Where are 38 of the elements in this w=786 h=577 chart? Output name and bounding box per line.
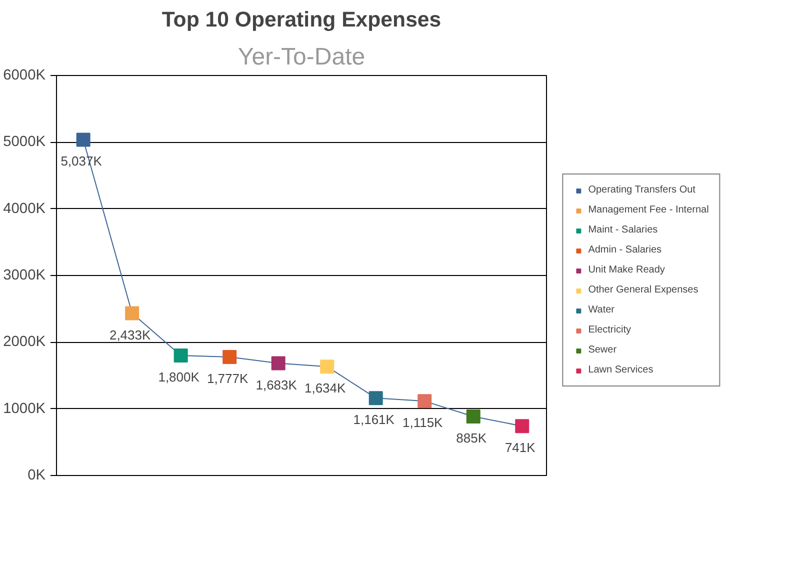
point — [418, 394, 432, 408]
y-tick-label: 6000K — [3, 68, 46, 84]
point — [271, 356, 286, 370]
data-label: 1,683K — [256, 377, 298, 392]
y-tick-label: 5000K — [3, 134, 46, 150]
legend-label: Sewer — [588, 344, 617, 356]
legend-label: Lawn Services — [588, 364, 654, 376]
point — [125, 306, 140, 320]
point — [174, 348, 188, 362]
point — [515, 419, 530, 434]
legend-label: Management Fee - Internal — [588, 204, 709, 216]
y-tick-label: 1000K — [3, 400, 46, 417]
y-tick-label: 0K — [28, 468, 46, 484]
data-label: 1,777K — [206, 371, 249, 386]
data-label: 885K — [456, 430, 487, 446]
legend-label: Maint - Salaries — [588, 224, 658, 236]
point — [76, 132, 90, 147]
data-label: 1,115K — [402, 415, 444, 430]
data-label: 1,800K — [158, 370, 200, 384]
data-label: 2,433K — [109, 327, 152, 342]
chart-subtitle: Yer-To-Date — [238, 44, 366, 70]
legend-label: Water — [588, 304, 614, 316]
legend-label: Unit Make Ready — [588, 264, 665, 276]
y-tick-label: 2000K — [3, 334, 46, 350]
legend-label: Admin - Salaries — [588, 244, 662, 256]
legend-label: Electricity — [588, 324, 631, 336]
y-tick-label: 3000K — [3, 268, 46, 284]
point — [320, 360, 334, 374]
point — [466, 410, 480, 424]
legend-label: Other General Expenses — [588, 284, 698, 296]
y-tick-label: 4000K — [3, 200, 46, 217]
legend-label: Operating Transfers Out — [588, 184, 696, 196]
data-label: 1,161K — [353, 412, 395, 428]
chart-title: Top 10 Operating Expenses — [162, 8, 442, 32]
data-label: 1,634K — [304, 380, 346, 396]
point — [368, 391, 383, 406]
data-label: 741K — [504, 440, 536, 456]
point — [222, 350, 237, 364]
